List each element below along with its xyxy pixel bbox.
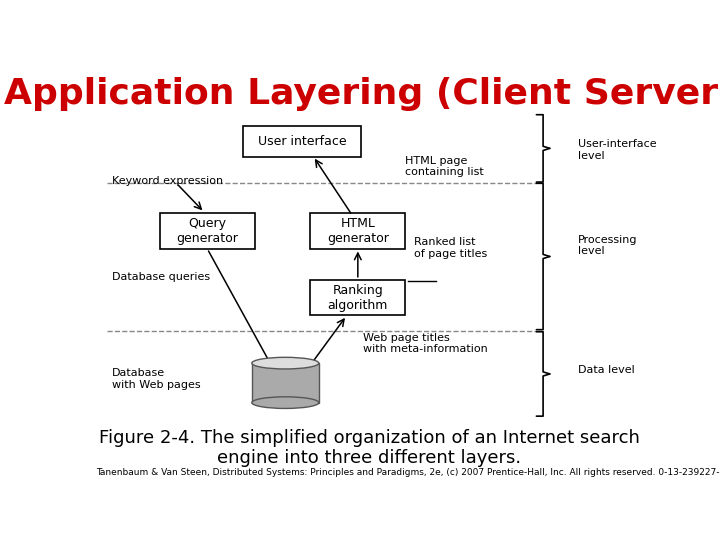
Text: Keyword expression: Keyword expression (112, 176, 223, 186)
Text: Processing
level: Processing level (578, 235, 638, 256)
FancyBboxPatch shape (160, 213, 255, 249)
Text: Figure 2-4. The simplified organization of an Internet search
engine into three : Figure 2-4. The simplified organization … (99, 429, 639, 468)
Text: Database
with Web pages: Database with Web pages (112, 368, 201, 389)
Ellipse shape (252, 397, 319, 408)
Text: Web page titles
with meta-information: Web page titles with meta-information (364, 333, 488, 354)
Text: Tanenbaum & Van Steen, Distributed Systems: Principles and Paradigms, 2e, (c) 20: Tanenbaum & Van Steen, Distributed Syste… (96, 468, 720, 477)
Text: User-interface
level: User-interface level (578, 139, 657, 161)
Text: Ranking
algorithm: Ranking algorithm (328, 284, 388, 312)
Text: HTML page
containing list: HTML page containing list (405, 156, 484, 178)
Text: HTML
generator: HTML generator (327, 217, 389, 245)
Text: User interface: User interface (258, 135, 346, 148)
Text: Data level: Data level (578, 366, 635, 375)
FancyBboxPatch shape (310, 280, 405, 315)
Ellipse shape (252, 357, 319, 369)
Text: Database queries: Database queries (112, 272, 210, 282)
Text: Ranked list
of page titles: Ranked list of page titles (413, 237, 487, 259)
Text: Application Layering (Client Server): Application Layering (Client Server) (4, 77, 720, 111)
FancyBboxPatch shape (252, 363, 319, 403)
FancyBboxPatch shape (243, 126, 361, 157)
FancyBboxPatch shape (310, 213, 405, 249)
Text: Query
generator: Query generator (176, 217, 238, 245)
